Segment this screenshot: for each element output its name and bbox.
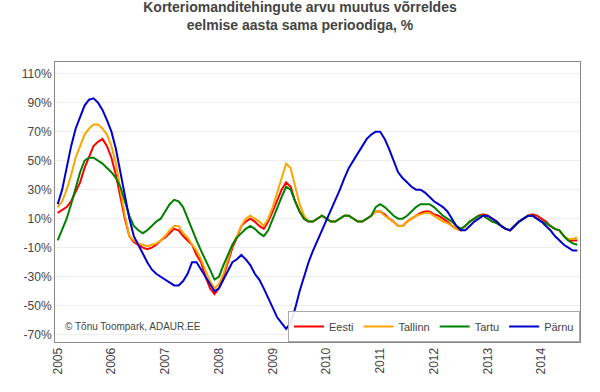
svg-text:2013: 2013 (481, 347, 495, 374)
svg-text:10%: 10% (28, 212, 52, 226)
svg-text:2008: 2008 (212, 347, 226, 374)
svg-text:2011: 2011 (373, 347, 387, 373)
svg-text:2012: 2012 (427, 347, 441, 374)
svg-text:Pärnu: Pärnu (544, 321, 573, 333)
svg-text:Tallinn: Tallinn (398, 321, 429, 333)
svg-text:2010: 2010 (319, 347, 333, 374)
svg-text:90%: 90% (28, 96, 52, 110)
svg-text:-30%: -30% (24, 270, 52, 284)
svg-text:Eesti: Eesti (329, 321, 353, 333)
svg-text:2005: 2005 (51, 347, 65, 374)
svg-text:-70%: -70% (24, 328, 52, 342)
svg-text:30%: 30% (28, 183, 52, 197)
svg-text:© Tõnu Toompark, ADAUR.EE: © Tõnu Toompark, ADAUR.EE (65, 321, 201, 332)
svg-text:2007: 2007 (158, 347, 172, 374)
svg-text:50%: 50% (28, 154, 52, 168)
svg-text:70%: 70% (28, 125, 52, 139)
svg-text:2009: 2009 (266, 347, 280, 374)
svg-text:2006: 2006 (104, 347, 118, 374)
svg-text:-50%: -50% (24, 299, 52, 313)
svg-text:Tartu: Tartu (475, 321, 499, 333)
svg-text:-10%: -10% (24, 241, 52, 255)
svg-text:110%: 110% (22, 67, 52, 81)
svg-text:2014: 2014 (534, 347, 548, 374)
svg-text:Korteriomanditehingute arvu mu: Korteriomanditehingute arvu muutus võrre… (143, 0, 457, 33)
